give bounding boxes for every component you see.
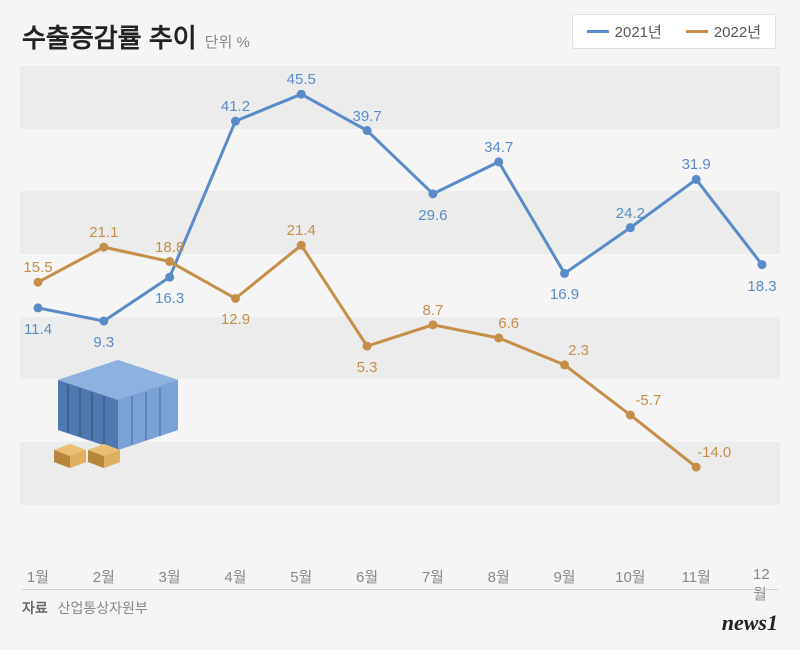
x-tick-label: 1월	[27, 566, 49, 587]
legend-label: 2021년	[615, 21, 662, 42]
data-label: 6.6	[498, 315, 519, 332]
data-label: 18.8	[155, 239, 184, 256]
x-tick-label: 3월	[159, 566, 181, 587]
data-label: 8.7	[422, 302, 443, 319]
x-tick-label: 9월	[553, 566, 575, 587]
data-label: 21.1	[89, 224, 118, 241]
data-label: 41.2	[221, 98, 250, 115]
x-tick-label: 6월	[356, 566, 378, 587]
legend-swatch-2021	[587, 30, 609, 33]
source-text: 산업통상자원부	[58, 600, 148, 616]
data-label: 21.4	[287, 222, 316, 239]
chart-unit: 단위 %	[205, 31, 250, 52]
header: 수출증감률 추이 단위 %	[22, 18, 250, 55]
chart-container: 수출증감률 추이 단위 % 2021년 2022년 1월 2월 3월 4월 5월 6월 7월…	[0, 0, 800, 650]
legend-swatch-2022	[686, 30, 708, 33]
data-label: 24.2	[616, 205, 645, 222]
data-label: 15.5	[23, 259, 52, 276]
data-label: 18.3	[747, 278, 776, 295]
source-label: 자료	[22, 600, 48, 616]
x-tick-label: 4월	[224, 566, 246, 587]
data-label: 34.7	[484, 139, 513, 156]
container-illustration	[48, 320, 208, 470]
legend: 2021년 2022년	[572, 14, 776, 49]
data-label: -14.0	[697, 444, 731, 461]
data-label: 29.6	[418, 207, 447, 224]
legend-label: 2022년	[714, 21, 761, 42]
data-label: 16.3	[155, 290, 184, 307]
data-label: -5.7	[635, 392, 661, 409]
data-label: 31.9	[682, 156, 711, 173]
x-tick-label: 11월	[681, 566, 710, 587]
data-label: 39.7	[352, 108, 381, 125]
x-tick-label: 5월	[290, 566, 312, 587]
x-tick-label: 2월	[93, 566, 115, 587]
source-line: 자료 산업통상자원부	[22, 589, 778, 618]
data-label: 2.3	[568, 342, 589, 359]
data-label: 12.9	[221, 311, 250, 328]
data-label: 45.5	[287, 71, 316, 88]
news-logo: news1	[722, 610, 778, 636]
chart-title: 수출증감률 추이	[22, 18, 197, 55]
legend-item-2022: 2022년	[686, 21, 761, 42]
data-label: 16.9	[550, 286, 579, 303]
legend-item-2021: 2021년	[587, 21, 662, 42]
x-tick-label: 8월	[488, 566, 510, 587]
x-tick-label: 10월	[615, 566, 646, 587]
x-tick-label: 7월	[422, 566, 444, 587]
data-label: 5.3	[357, 359, 378, 376]
